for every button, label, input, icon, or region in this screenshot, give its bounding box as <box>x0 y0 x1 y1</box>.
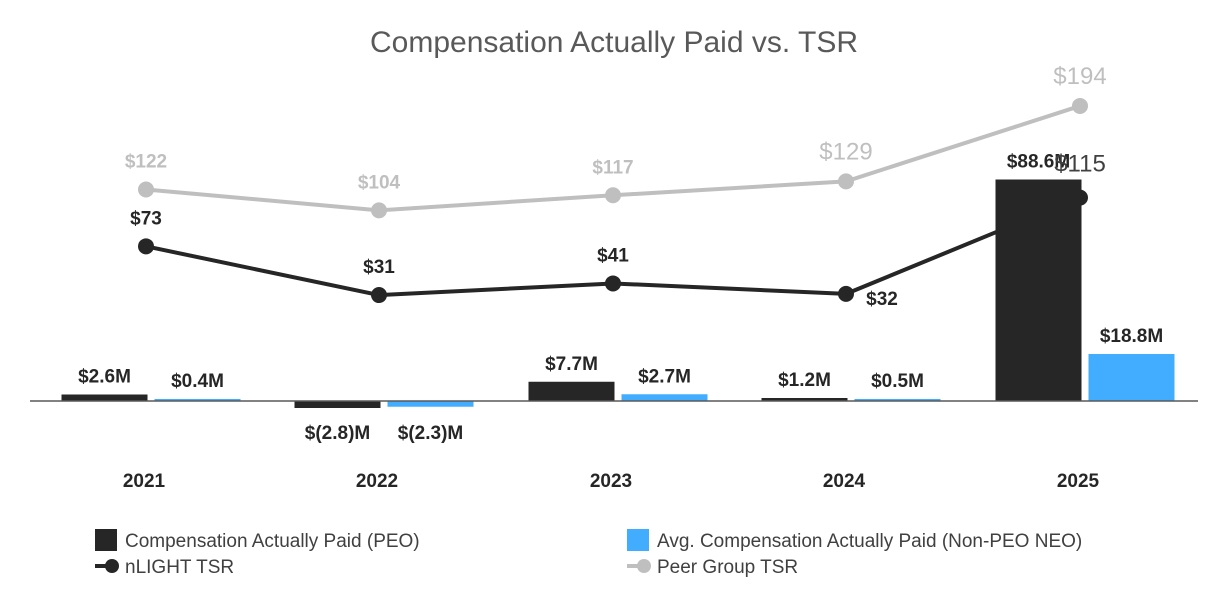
nlight-tsr-label-2023: $41 <box>597 245 629 266</box>
category-label-2021: 2021 <box>123 471 166 492</box>
category-label-2025: 2025 <box>1057 471 1100 492</box>
peer-tsr-point-2023 <box>605 187 621 204</box>
peer-tsr-label-2024: $129 <box>819 138 872 165</box>
category-label-2023: 2023 <box>590 471 632 492</box>
peer-tsr-label-2025: $194 <box>1053 63 1106 90</box>
nlight-tsr-point-2025 <box>1072 189 1088 206</box>
nlight-tsr-label-2021: $73 <box>130 208 162 229</box>
peer-tsr-point-2022 <box>371 202 387 219</box>
legend-swatch-1 <box>627 529 649 551</box>
neo-bar-label-2024: $0.5M <box>871 371 924 392</box>
category-label-2024: 2024 <box>823 471 866 492</box>
legend-marker-3 <box>637 559 651 573</box>
legend: Compensation Actually Paid (PEO) Avg. Com… <box>95 529 1082 578</box>
legend-item-1: Avg. Compensation Actually Paid (Non-PEO… <box>627 529 1082 552</box>
neo-bar-2024 <box>854 399 941 401</box>
tsr-lines-layer <box>138 97 1088 304</box>
chart-title: Compensation Actually Paid vs. TSR <box>370 26 858 59</box>
neo-bar-2025 <box>1088 354 1175 401</box>
legend-label-2: nLIGHT TSR <box>125 557 234 578</box>
nlight-tsr-point-2023 <box>605 275 621 292</box>
neo-bar-2023 <box>621 394 708 401</box>
peo-bar-2022 <box>294 401 381 408</box>
peer-tsr-point-2024 <box>838 173 854 190</box>
peo-bar-label-2023: $7.7M <box>545 354 598 375</box>
legend-marker-2 <box>105 559 119 573</box>
legend-label-0: Compensation Actually Paid (PEO) <box>125 531 420 552</box>
peo-bar-label-2024: $1.2M <box>778 370 831 391</box>
legend-swatch-0 <box>95 529 117 551</box>
nlight-tsr-point-2021 <box>138 238 154 255</box>
peo-bar-2024 <box>761 398 848 401</box>
neo-bar-label-2025: $18.8M <box>1100 326 1163 347</box>
peer-tsr-point-2021 <box>138 181 154 198</box>
peer-tsr-label-2021: $122 <box>125 151 167 172</box>
nlight-tsr-label-2024: $32 <box>866 289 898 310</box>
nlight-tsr-label-2022: $31 <box>363 257 395 278</box>
neo-bar-label-2022: $(2.3)M <box>398 423 463 444</box>
neo-bar-label-2021: $0.4M <box>171 371 224 392</box>
legend-item-0: Compensation Actually Paid (PEO) <box>95 529 420 552</box>
legend-label-3: Peer Group TSR <box>657 557 798 578</box>
peer-tsr-label-2023: $117 <box>592 157 633 178</box>
legend-item-3: Peer Group TSR <box>627 557 798 578</box>
peo-bar-label-2021: $2.6M <box>78 367 131 388</box>
peo-bar-2021 <box>61 394 148 401</box>
data-labels-layer: $2.6M $(2.8)M $7.7M $1.2M $88.6M $0.4M $(2.3)M… <box>78 63 1163 444</box>
peo-bar-2023 <box>528 381 615 401</box>
peo-bar-label-2025: $88.6M <box>1007 152 1070 173</box>
neo-bar-2022 <box>387 401 474 407</box>
neo-bar-2021 <box>154 399 241 401</box>
peer-tsr-label-2022: $104 <box>358 172 401 193</box>
legend-item-2: nLIGHT TSR <box>95 557 234 578</box>
category-label-2022: 2022 <box>356 471 398 492</box>
neo-bar-label-2023: $2.7M <box>638 366 691 387</box>
peo-bar-label-2022: $(2.8)M <box>305 423 370 444</box>
peer-tsr-point-2025 <box>1072 97 1088 114</box>
nlight-tsr-point-2024 <box>838 285 854 302</box>
nlight-tsr-point-2022 <box>371 287 387 304</box>
nlight-tsr-label-2025: $115 <box>1054 151 1106 178</box>
category-axis: 2021 2022 2023 2024 2025 <box>123 471 1100 492</box>
bars-layer <box>61 179 1175 408</box>
legend-label-1: Avg. Compensation Actually Paid (Non-PEO… <box>657 531 1082 552</box>
